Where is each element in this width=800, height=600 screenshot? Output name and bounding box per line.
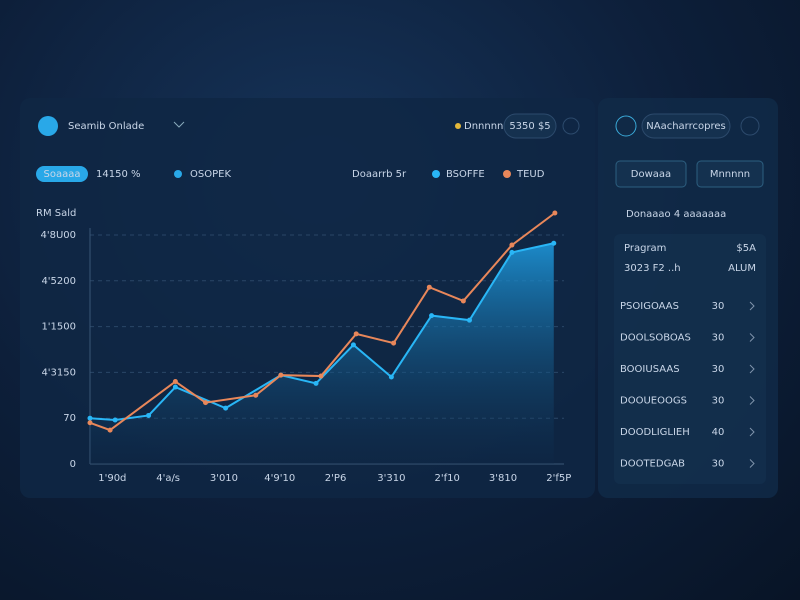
point <box>253 392 259 398</box>
point <box>460 298 466 304</box>
pill[interactable] <box>503 113 557 139</box>
row-name: DOODLIGLIEH <box>620 427 690 438</box>
legend-dot <box>432 170 440 178</box>
row-name: DOOTEDGAB <box>620 459 685 470</box>
side-button-label: Mnnnnn <box>710 169 750 180</box>
row-chevron[interactable] <box>749 333 755 342</box>
icon-button[interactable] <box>562 117 580 135</box>
side-pill[interactable] <box>641 113 731 139</box>
area <box>90 243 554 464</box>
row-value: 30 <box>712 301 725 312</box>
side-button[interactable] <box>696 160 764 188</box>
point <box>146 412 152 418</box>
row-value: 40 <box>712 427 725 438</box>
tag-label: Soaaaa <box>44 169 81 180</box>
axis-title: RM Sald <box>36 208 76 219</box>
row-chevron[interactable] <box>749 301 755 311</box>
logo <box>38 116 58 136</box>
filter-label: Doaarrb 5r <box>352 169 407 180</box>
row-value: 30 <box>712 364 725 375</box>
point <box>509 242 515 248</box>
side-pill-label: NAacharrcopres <box>646 121 725 132</box>
app-title: Seamib Onlade <box>68 121 144 132</box>
x-tick-label: 3'310 <box>377 473 405 484</box>
x-tick-label: 3'810 <box>489 473 517 484</box>
point <box>278 372 284 378</box>
point <box>350 342 356 348</box>
x-tick-label: 4'a/s <box>156 473 180 484</box>
list-card <box>614 234 766 484</box>
point <box>429 313 435 319</box>
point <box>203 400 209 406</box>
point <box>388 374 394 380</box>
point <box>223 405 229 411</box>
row-value: 30 <box>712 396 725 407</box>
pill-label: 5350 $5 <box>509 121 550 132</box>
point <box>551 240 557 246</box>
point <box>509 249 515 255</box>
metric-dot <box>174 170 182 178</box>
dropdown-icon[interactable] <box>173 121 185 128</box>
y-tick-label: 4'3150 <box>41 367 76 378</box>
x-tick-label: 4'9'10 <box>264 473 295 484</box>
row-value: 30 <box>712 333 725 344</box>
row-chevron[interactable] <box>749 459 755 468</box>
point <box>353 331 359 337</box>
point <box>87 420 93 426</box>
y-tick-label: 0 <box>70 459 76 470</box>
point <box>87 415 93 421</box>
list-subheader: 3023 F2 ..h <box>624 263 681 274</box>
legend-label: BSOFFE <box>446 169 485 180</box>
row-chevron[interactable] <box>749 396 755 405</box>
point <box>112 417 118 423</box>
y-tick-label: 4'5200 <box>41 276 76 287</box>
x-tick-label: 3'010 <box>210 473 238 484</box>
point <box>107 427 113 433</box>
side-button-label: Dowaaa <box>631 169 671 180</box>
point <box>172 379 178 385</box>
row-name: BOOIUSAAS <box>620 364 680 375</box>
x-tick-label: 2'P6 <box>325 473 347 484</box>
row-name: DOOLSOBOAS <box>620 333 691 344</box>
y-tick-label: 4'8U00 <box>40 230 76 241</box>
x-tick-label: 2'f5P <box>546 473 571 484</box>
point <box>391 340 397 346</box>
point <box>426 284 432 290</box>
row-name: PSOIGOAAS <box>620 301 679 312</box>
point <box>466 317 472 323</box>
side-icon[interactable] <box>615 115 637 137</box>
tag[interactable] <box>36 166 88 182</box>
legend-label: Dnnnnnn <box>464 121 510 132</box>
list-header: Pragram <box>624 243 666 254</box>
x-tick-label: 2'f10 <box>434 473 459 484</box>
row-chevron[interactable] <box>749 364 755 374</box>
point <box>552 210 558 216</box>
point <box>172 384 178 390</box>
legend-dot <box>455 123 461 129</box>
list-header: $5A <box>736 243 756 254</box>
point <box>318 373 324 379</box>
side-button[interactable] <box>615 160 687 188</box>
y-tick-label: 70 <box>63 413 76 424</box>
y-tick-label: 1'1500 <box>41 322 76 333</box>
side-note: Donaaao 4 aaaaaaa <box>626 209 726 220</box>
x-tick-label: 1'90d <box>98 473 126 484</box>
row-value: 30 <box>712 459 725 470</box>
point <box>313 380 319 386</box>
metric: 14150 % <box>96 169 141 180</box>
legend-label: TEUD <box>516 169 545 180</box>
metric-label: OSOPEK <box>190 169 231 180</box>
side-icon-button[interactable] <box>740 116 760 136</box>
row-chevron[interactable] <box>749 427 755 437</box>
legend-dot <box>503 170 511 178</box>
row-name: DOOUEOOGS <box>620 396 687 407</box>
list-subheader: ALUM <box>728 263 756 274</box>
